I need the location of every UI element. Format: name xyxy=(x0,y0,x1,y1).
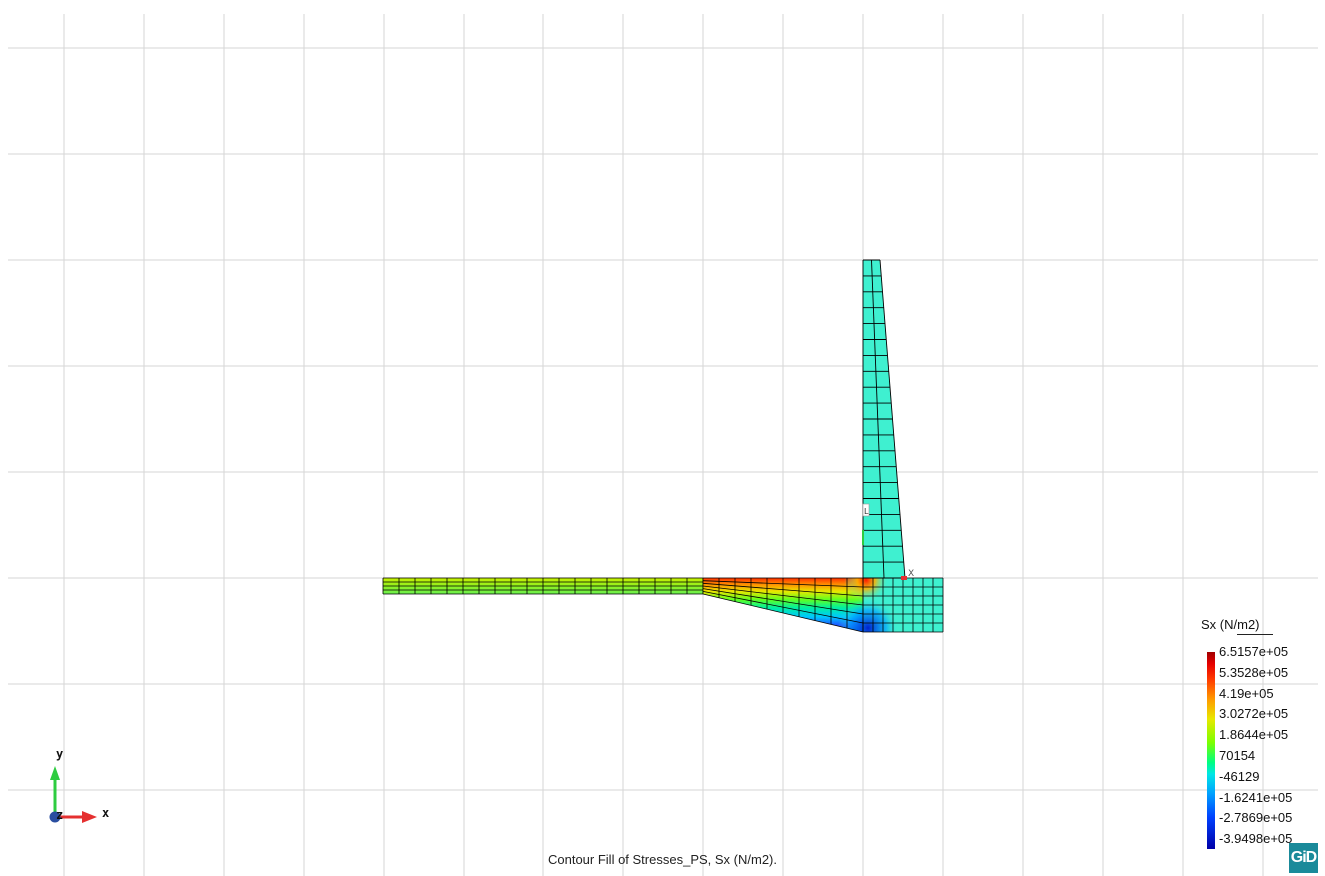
legend-value-3: 3.0272e+05 xyxy=(1219,706,1289,722)
xyz-axis-triad-icon: y x z xyxy=(49,747,109,823)
legend-value-6: -46129 xyxy=(1219,768,1260,784)
legend-value-5: 70154 xyxy=(1219,748,1256,763)
fem-mesh xyxy=(382,259,944,633)
stem-mesh-lines xyxy=(862,259,906,579)
background-grid xyxy=(8,14,1318,876)
legend-title: Sx (N/m2) xyxy=(1201,617,1260,632)
corner-marker-label: X xyxy=(908,569,914,579)
stem-mesh-column xyxy=(879,259,906,579)
result-caption: Contour Fill of Stresses_PS, Sx (N/m2). xyxy=(547,852,777,867)
legend-value-0: 6.5157e+05 xyxy=(1219,644,1289,659)
legend-value-8: -2.7869e+05 xyxy=(1219,810,1293,826)
color-legend: Sx (N/m2) 6.5157e+05 5.3528e+05 4.19e+05 3.… xyxy=(1195,612,1320,874)
foundation-mesh-lines xyxy=(702,577,944,633)
legend-color-bar xyxy=(1207,652,1215,849)
gid-logo-icon: GiD xyxy=(1289,843,1318,873)
origin-marker-label: L xyxy=(864,507,869,516)
y-axis-label: y xyxy=(56,747,63,761)
slab-mesh-lines xyxy=(382,577,704,595)
legend-value-7: -1.6241e+05 xyxy=(1219,789,1293,805)
stem-mesh-column xyxy=(871,259,885,579)
z-axis-label: z xyxy=(56,808,63,822)
x-axis-label: x xyxy=(102,806,109,820)
legend-value-2: 4.19e+05 xyxy=(1219,685,1274,701)
legend-title-rule xyxy=(1237,634,1273,635)
node-marker-corner[interactable]: X xyxy=(901,569,914,580)
node-marker-origin[interactable]: L xyxy=(862,503,870,545)
legend-value-9: -3.9498e+05 xyxy=(1219,831,1293,847)
legend-value-4: 1.8644e+05 xyxy=(1219,727,1289,743)
legend-value-1: 5.3528e+05 xyxy=(1219,664,1289,680)
stress-concentration-hot xyxy=(844,578,888,602)
